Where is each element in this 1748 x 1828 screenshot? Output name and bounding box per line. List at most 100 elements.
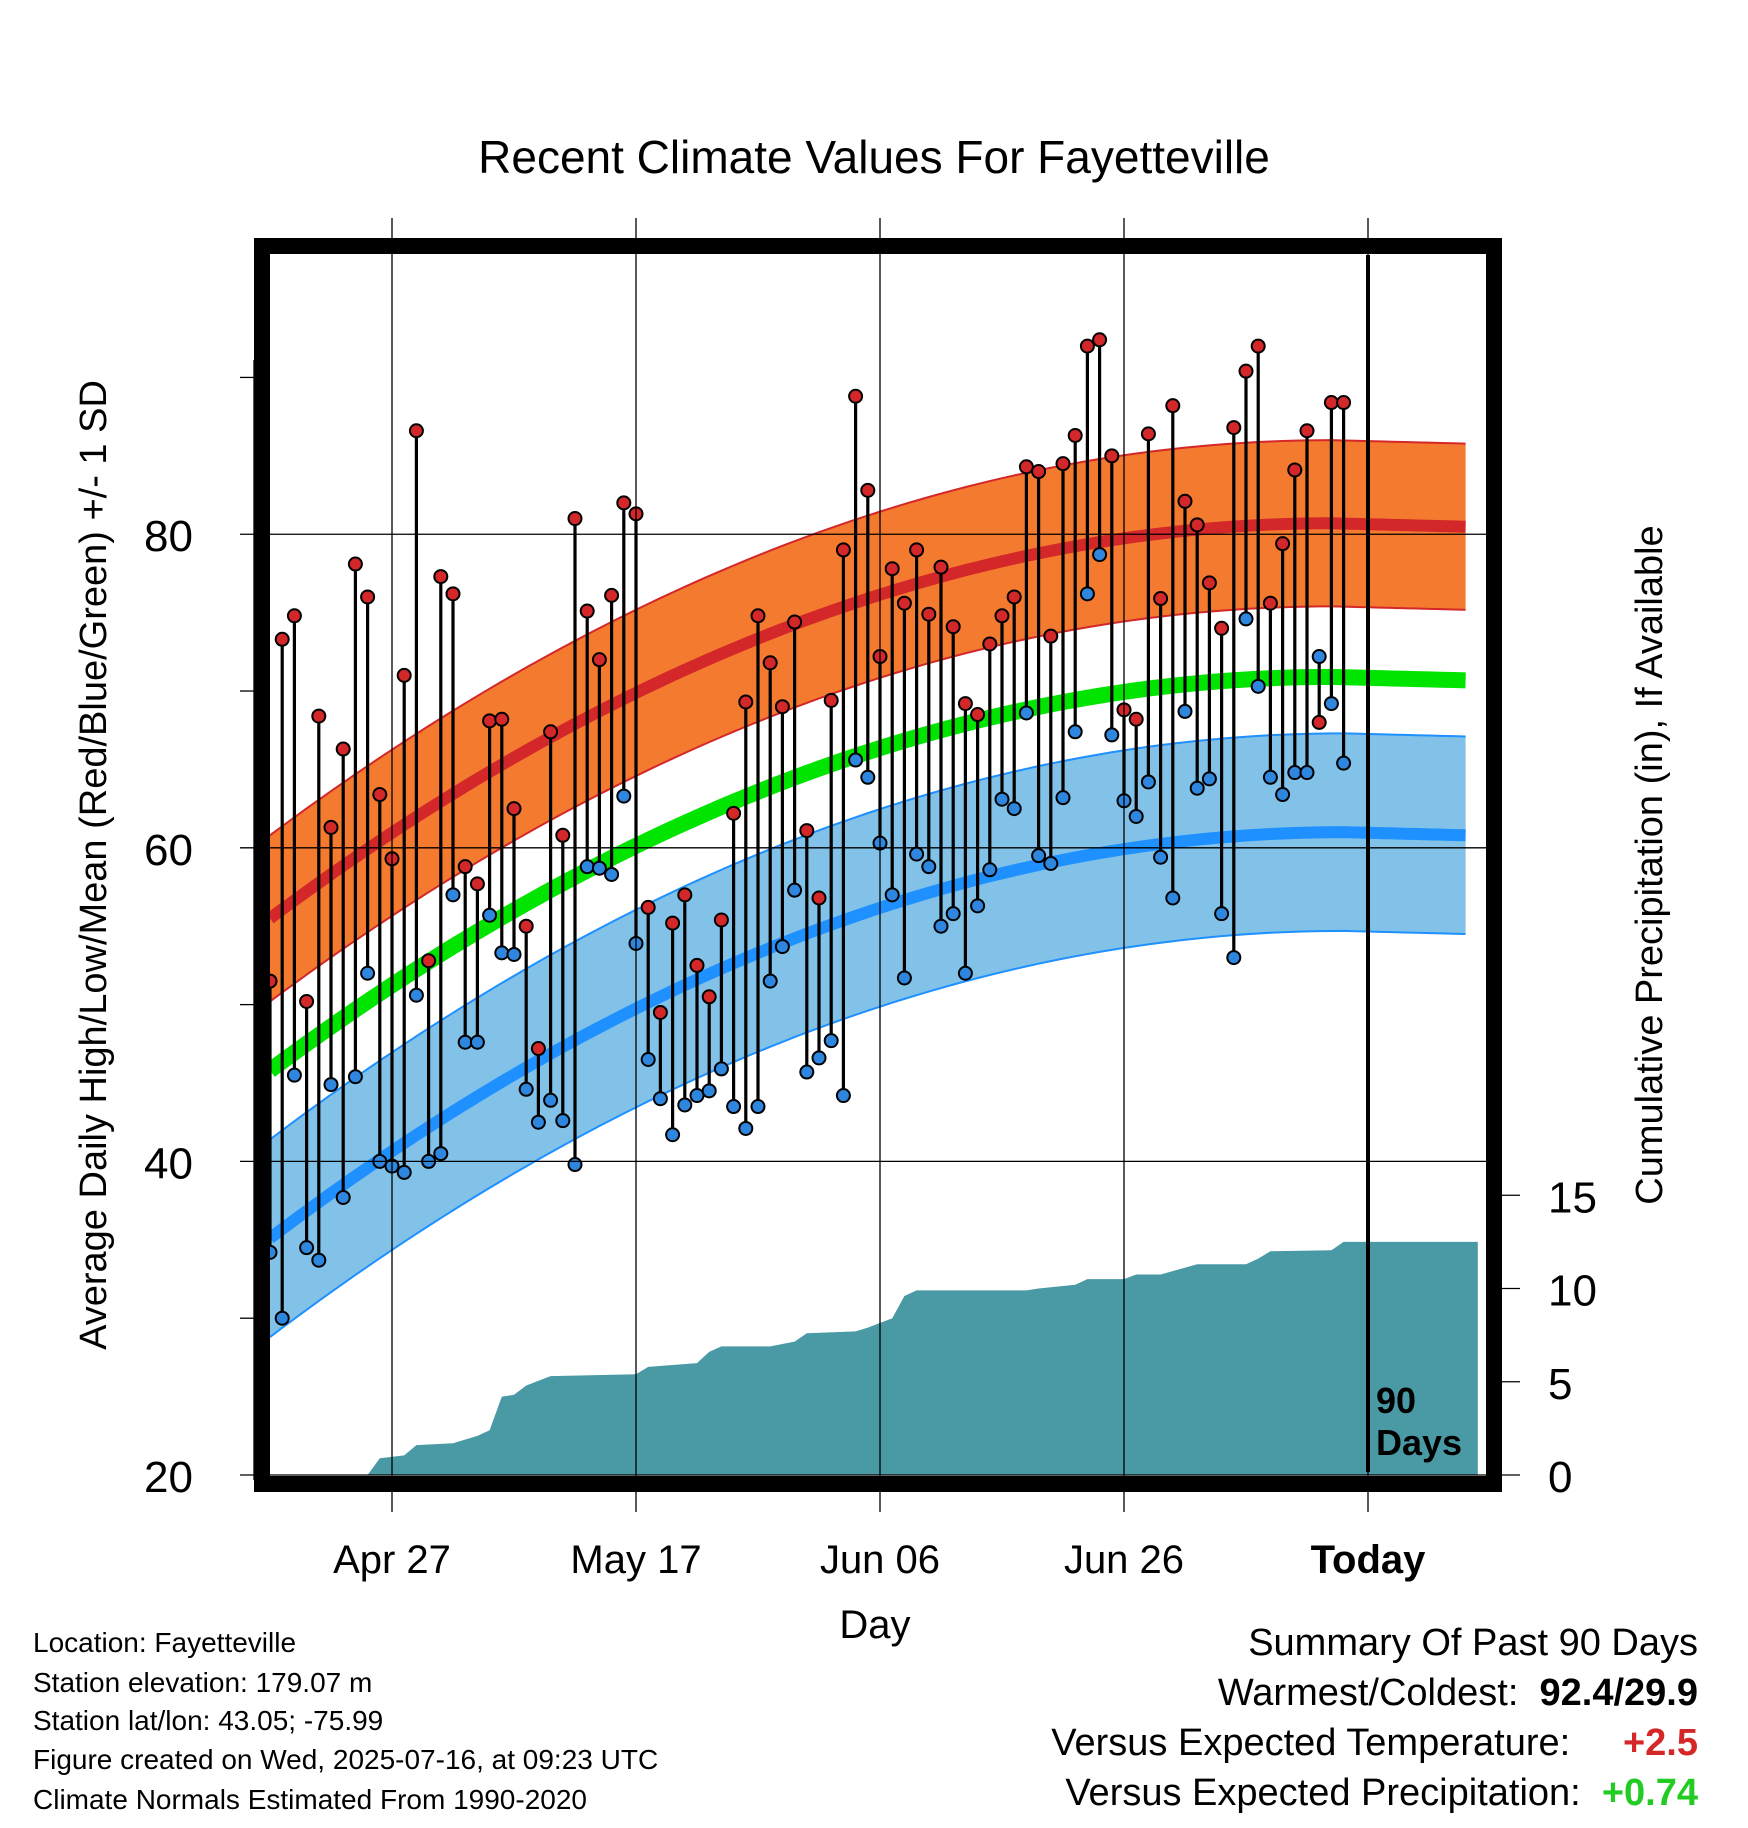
daily-low-point (640, 1051, 656, 1067)
daily-high-point (323, 819, 339, 835)
y2-axis-label: Cumulative Precipitation (in), If Availa… (1629, 525, 1671, 1204)
daily-low-point (1201, 771, 1217, 787)
daily-low-point (1336, 755, 1352, 771)
daily-low-point (1031, 848, 1047, 864)
daily-high-point (1067, 427, 1083, 443)
daily-high-point (652, 1004, 668, 1020)
daily-high-point (787, 614, 803, 630)
daily-high-point (518, 918, 534, 934)
daily-low-point (299, 1240, 315, 1256)
daily-high-point (811, 890, 827, 906)
daily-high-point (1287, 462, 1303, 478)
daily-high-point (335, 741, 351, 757)
daily-high-point (311, 708, 327, 724)
daily-high-point (701, 989, 717, 1005)
daily-low-point (286, 1067, 302, 1083)
today-marker-label: Days (1376, 1422, 1462, 1463)
daily-low-point (762, 973, 778, 989)
daily-low-point (543, 1092, 559, 1108)
daily-high-point (835, 542, 851, 558)
daily-high-point (1018, 459, 1034, 475)
daily-high-point (933, 559, 949, 575)
daily-low-point (323, 1077, 339, 1093)
daily-low-point (970, 898, 986, 914)
y2-tick-label: 15 (1548, 1173, 1597, 1222)
daily-high-point (604, 587, 620, 603)
daily-high-point (347, 556, 363, 572)
x-tick-label: May 17 (570, 1538, 701, 1582)
daily-high-point (1226, 420, 1242, 436)
precip-value: +0.74 (1601, 1772, 1698, 1814)
daily-high-point (360, 589, 376, 605)
daily-high-point (567, 511, 583, 527)
daily-low-point (701, 1083, 717, 1099)
daily-high-point (1031, 464, 1047, 480)
daily-high-point (994, 608, 1010, 624)
daily-low-point (1287, 765, 1303, 781)
daily-low-point (1092, 547, 1108, 563)
daily-low-point (909, 846, 925, 862)
y-axis-label: Average Daily High/Low/Mean (Red/Blue/Gr… (73, 380, 115, 1350)
summary-temp-row: Versus Expected Temperature: +2.5 (1051, 1722, 1698, 1765)
daily-low-point (1189, 780, 1205, 796)
daily-low-point (1140, 774, 1156, 790)
daily-low-point (982, 862, 998, 878)
x-axis-label: Day (839, 1603, 910, 1647)
summary-warm-row: Warmest/Coldest: 92.4/29.9 (1218, 1672, 1698, 1715)
daily-high-point (726, 805, 742, 821)
daily-low-point (774, 939, 790, 955)
plot-area (270, 332, 1478, 1475)
daily-high-point (1189, 517, 1205, 533)
daily-low-point (604, 866, 620, 882)
normal-low-line (270, 826, 1466, 1244)
daily-high-point (270, 973, 278, 989)
daily-high-point (750, 608, 766, 624)
daily-high-point (1043, 628, 1059, 644)
daily-high-point (286, 608, 302, 624)
daily-low-point (408, 987, 424, 1003)
daily-high-point (469, 876, 485, 892)
daily-low-point (957, 965, 973, 981)
daily-high-point (982, 636, 998, 652)
daily-low-point (311, 1252, 327, 1268)
daily-low-point (457, 1034, 473, 1050)
daily-high-point (921, 606, 937, 622)
elevation-text: Station elevation: 179.07 m (33, 1667, 373, 1698)
daily-low-point (1323, 696, 1339, 712)
daily-low-point (518, 1081, 534, 1097)
daily-low-point (689, 1088, 705, 1104)
daily-low-point (1226, 950, 1242, 966)
location-text: Location: Fayetteville (33, 1627, 297, 1658)
daily-high-point (457, 859, 473, 875)
daily-low-point (1238, 611, 1254, 627)
daily-low-point (591, 860, 607, 876)
daily-high-point (957, 696, 973, 712)
daily-low-point (823, 1033, 839, 1049)
daily-high-point (823, 692, 839, 708)
daily-high-point (591, 652, 607, 668)
daily-low-point (750, 1099, 766, 1115)
daily-low-point (555, 1113, 571, 1129)
daily-low-point (921, 859, 937, 875)
daily-high-point (1140, 426, 1156, 442)
daily-high-point (799, 823, 815, 839)
y2-tick-label: 0 (1548, 1453, 1572, 1502)
precip-label: Versus Expected Precipitation: (1065, 1772, 1581, 1814)
daily-high-point (970, 707, 986, 723)
daily-high-point (530, 1041, 546, 1057)
daily-low-point (1177, 703, 1193, 719)
daily-low-point (1018, 705, 1034, 721)
daily-high-point (909, 542, 925, 558)
daily-high-point (543, 724, 559, 740)
daily-low-point (270, 1244, 278, 1260)
normal-low-lower-edge (270, 929, 1466, 1338)
normal-high-band (270, 440, 1466, 1002)
daily-low-point (677, 1097, 693, 1113)
daily-low-point (884, 887, 900, 903)
daily-high-point (299, 993, 315, 1009)
daily-low-point (933, 918, 949, 934)
daily-low-point (738, 1120, 754, 1136)
normal-low-upper-edge (270, 732, 1466, 1141)
x-tick-label: Apr 27 (333, 1538, 451, 1582)
daily-low-point (1079, 586, 1095, 602)
